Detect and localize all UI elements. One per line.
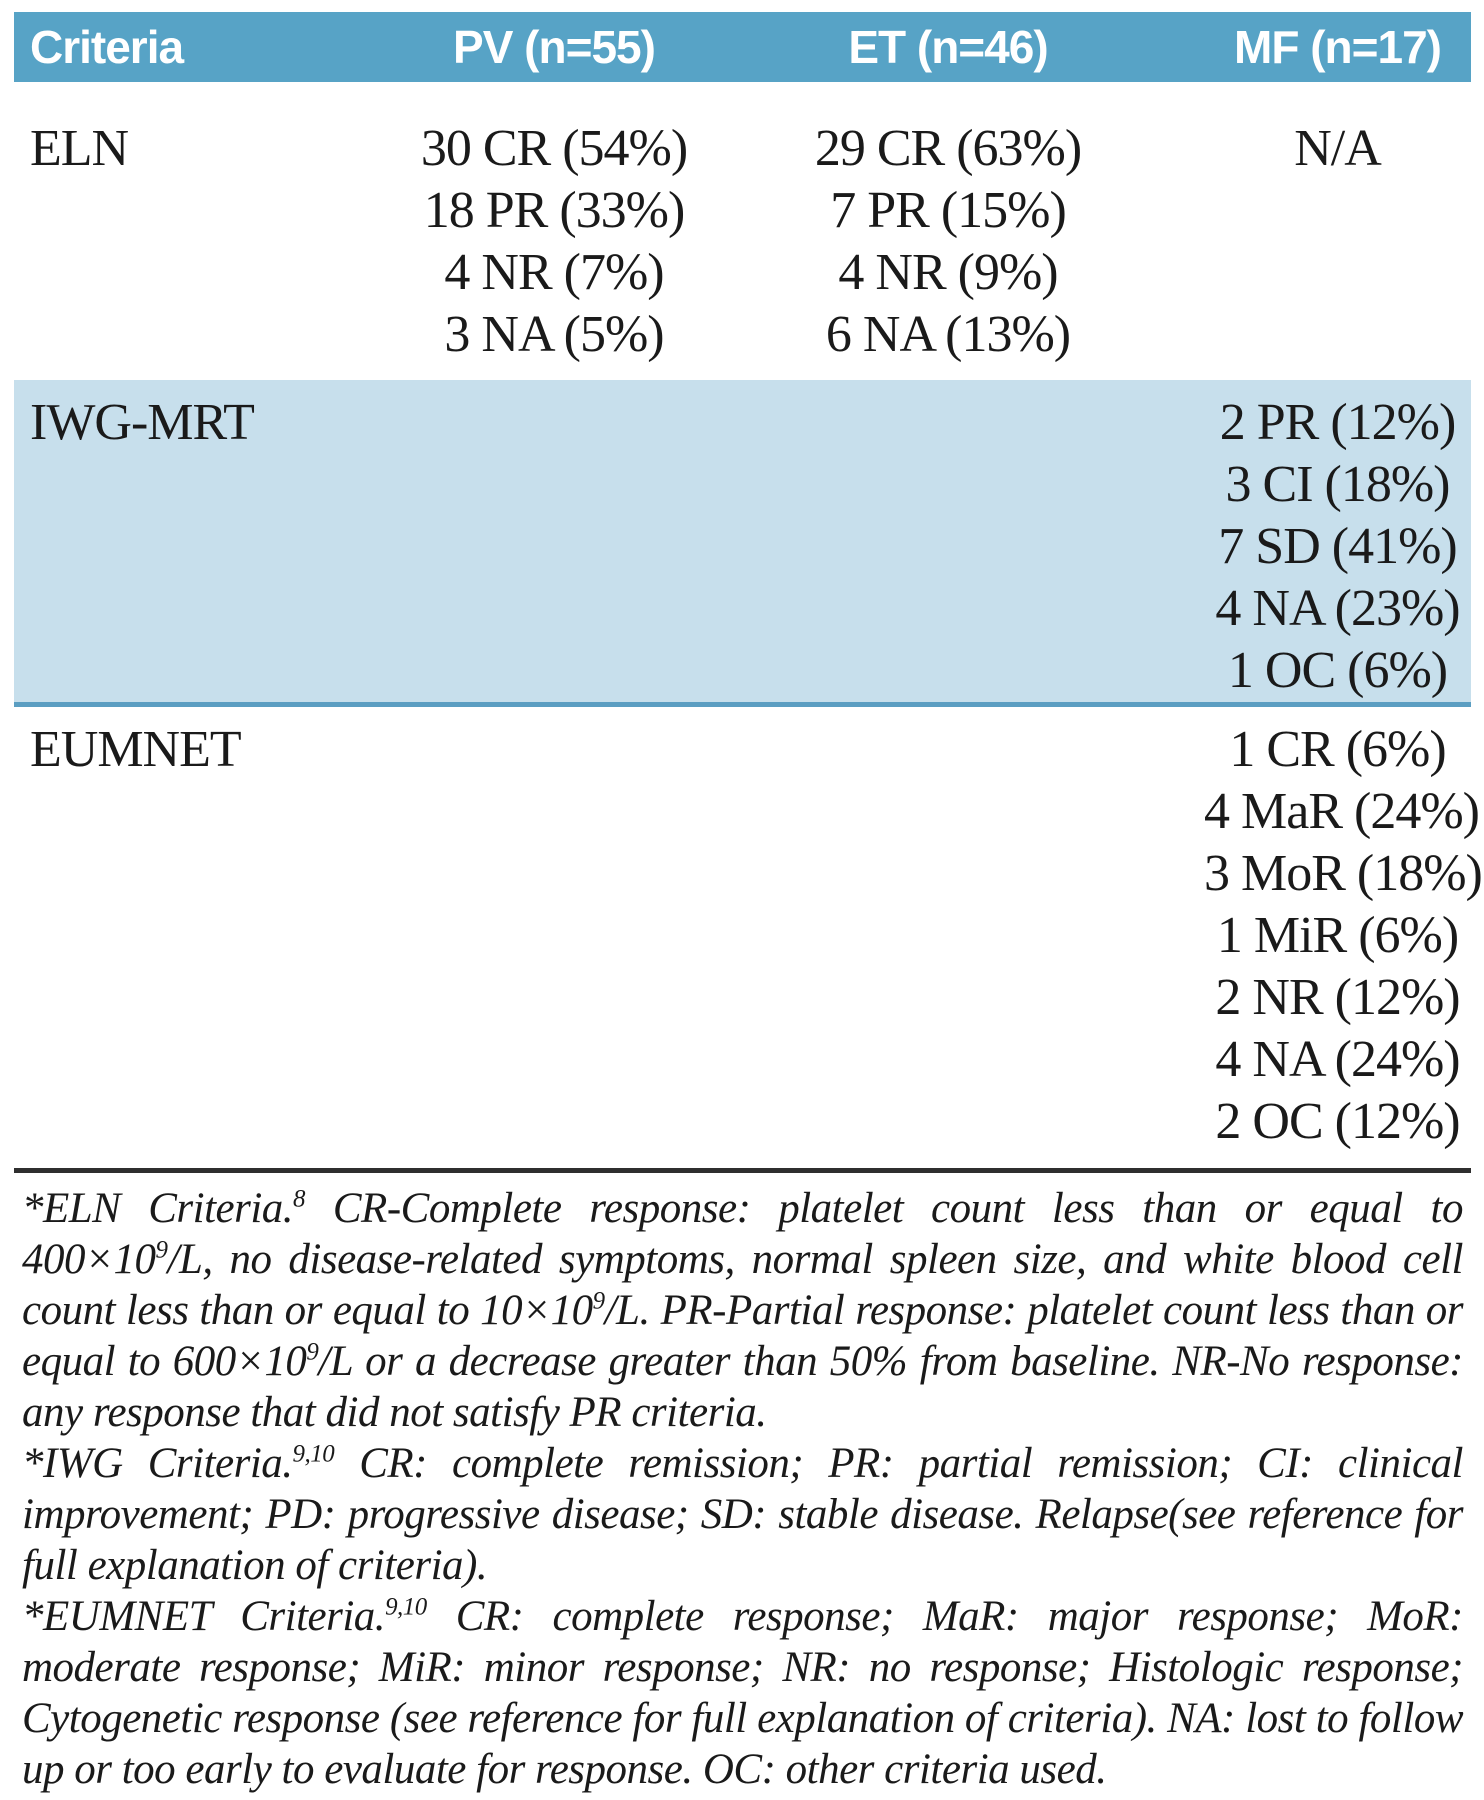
table-header-row: Criteria PV (n=55) ET (n=46) MF (n=17) <box>14 12 1471 82</box>
footnote-text: CR-Complete response: platelet count les… <box>22 1185 1464 1283</box>
cell-eumnet-mf: 1 CR (6%) 4 MaR (24%) 3 MoR (18%) 1 MiR … <box>1124 719 1483 1153</box>
column-header-pv: PV (n=55) <box>453 21 656 73</box>
value-line: N/A <box>1294 120 1382 177</box>
cell-iwg-mf: 2 PR (12%) 3 CI (18%) 7 SD (41%) 4 NA (2… <box>1124 392 1471 702</box>
footnote-text: /L or a decrease greater than 50% from b… <box>22 1338 1464 1436</box>
value-line: 2 PR (12%) <box>1219 394 1457 451</box>
value-line: 4 NA (24%) <box>1215 1031 1460 1088</box>
value-line: 1 OC (6%) <box>1227 642 1448 699</box>
value-line: 3 NA (5%) <box>444 306 664 363</box>
value-line: 2 NR (12%) <box>1215 969 1460 1026</box>
cell-iwg-pv <box>336 392 772 702</box>
value-line: 29 CR (63%) <box>814 120 1082 177</box>
cell-eumnet-et <box>772 719 1124 1153</box>
value-line: 4 NR (7%) <box>444 244 664 301</box>
row-label-eln: ELN <box>30 120 129 177</box>
column-header-et: ET (n=46) <box>848 21 1048 73</box>
footnote-eumnet-criteria: *EUMNET Criteria.9,10 CR: complete respo… <box>22 1591 1464 1795</box>
row-label-eumnet: EUMNET <box>30 721 242 778</box>
row-label-iwg-mrt: IWG-MRT <box>30 394 255 451</box>
value-line: 18 PR (33%) <box>423 182 686 239</box>
table-row-eumnet: EUMNET 1 CR (6%) 4 MaR (24%) 3 MoR (18%)… <box>14 707 1483 1168</box>
footnote-text: /L. PR-Partial response: platelet count … <box>22 1287 1463 1385</box>
value-line: 30 CR (54%) <box>420 120 688 177</box>
footnote-text: *ELN Criteria. <box>22 1185 294 1232</box>
cell-eln-mf: N/A <box>1124 118 1471 366</box>
value-line: 7 PR (15%) <box>830 182 1067 239</box>
value-line: 4 NR (9%) <box>838 244 1058 301</box>
value-line: 3 MoR (18%) <box>1204 845 1483 902</box>
value-line: 7 SD (41%) <box>1218 518 1457 575</box>
value-line: 2 OC (12%) <box>1215 1093 1460 1150</box>
value-line: 3 CI (18%) <box>1225 456 1451 513</box>
footnote-eln-criteria: *ELN Criteria.8 CR-Complete response: pl… <box>22 1183 1464 1438</box>
column-header-mf: MF (n=17) <box>1234 21 1442 73</box>
exponent-superscript: 9 <box>306 1338 319 1366</box>
value-line: 4 NA (23%) <box>1215 580 1460 637</box>
cell-eumnet-pv <box>336 719 772 1153</box>
footnote-iwg-criteria: *IWG Criteria.9,10 CR: complete remissio… <box>22 1438 1464 1591</box>
footnote-text: *IWG Criteria. <box>22 1440 293 1487</box>
reference-superscript: 8 <box>293 1185 306 1213</box>
reference-superscript: 9,10 <box>292 1440 335 1468</box>
table-footnotes: *ELN Criteria.8 CR-Complete response: pl… <box>14 1168 1471 1795</box>
cell-eln-pv: 30 CR (54%) 18 PR (33%) 4 NR (7%) 3 NA (… <box>336 118 772 366</box>
value-line: 1 MiR (6%) <box>1216 907 1459 964</box>
table-row-iwg-mrt: IWG-MRT 2 PR (12%) 3 CI (18%) 7 SD (41%)… <box>14 380 1471 707</box>
value-line: 6 NA (13%) <box>825 306 1071 363</box>
cell-iwg-et <box>772 392 1124 702</box>
value-line: 4 MaR (24%) <box>1204 783 1480 840</box>
table-row-eln: ELN 30 CR (54%) 18 PR (33%) 4 NR (7%) 3 … <box>14 82 1471 380</box>
footnote-text: CR: complete remission; PR: partial remi… <box>22 1440 1464 1589</box>
response-criteria-table: Criteria PV (n=55) ET (n=46) MF (n=17) E… <box>14 12 1483 1168</box>
value-line: 1 CR (6%) <box>1229 721 1446 778</box>
footnote-text: /L, no disease-related symptoms, normal … <box>22 1236 1464 1334</box>
footnote-text: CR: complete response; MaR: major respon… <box>22 1593 1464 1793</box>
column-header-criteria: Criteria <box>30 21 184 73</box>
exponent-superscript: 9 <box>155 1236 168 1264</box>
footnote-text: *EUMNET Criteria. <box>22 1593 386 1640</box>
reference-superscript: 9,10 <box>385 1593 427 1621</box>
exponent-superscript: 9 <box>592 1287 605 1315</box>
cell-eln-et: 29 CR (63%) 7 PR (15%) 4 NR (9%) 6 NA (1… <box>772 118 1124 366</box>
